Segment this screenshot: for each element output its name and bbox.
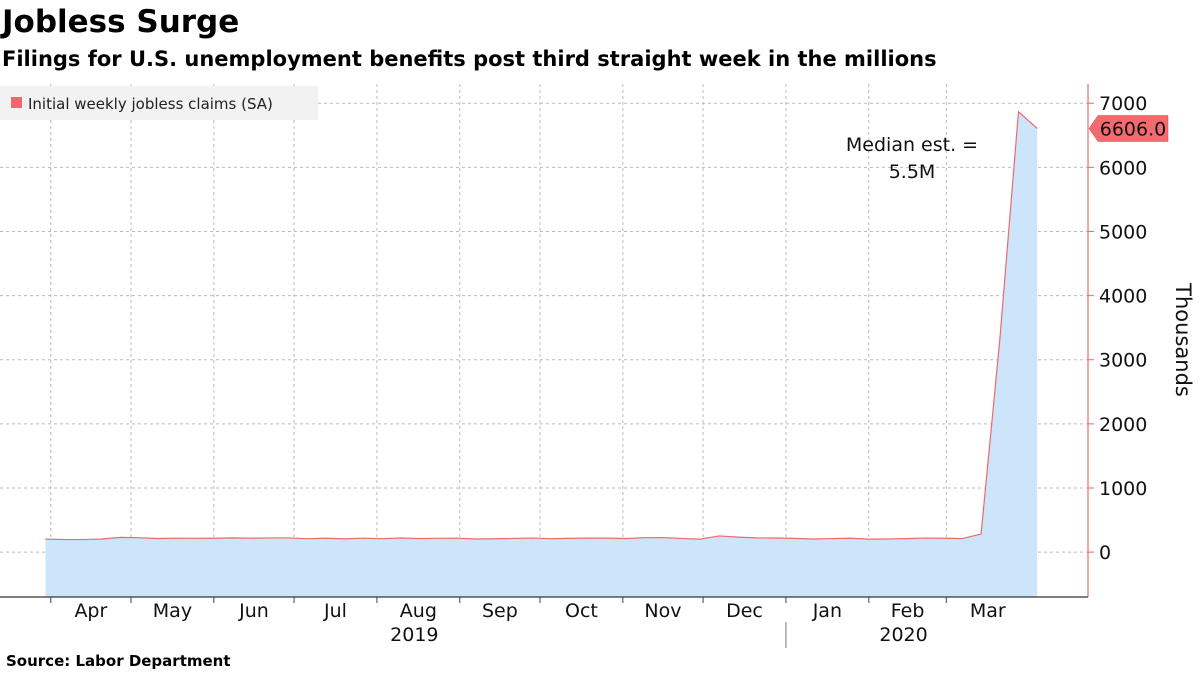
x-tick-label: Oct [565,600,598,622]
annotation-line-1: Median est. = [846,134,978,156]
chart-subtitle: Filings for U.S. unemployment benefits p… [2,47,937,71]
x-tick-label: May [153,600,192,622]
y-tick-label: 5000 [1099,221,1147,243]
x-tick-label: Jun [238,600,269,622]
y-tick-label: 7000 [1099,93,1147,115]
y-tick-label: 1000 [1099,478,1147,500]
chart-title: Jobless Surge [2,4,240,40]
y-tick-label: 0 [1099,542,1111,564]
y-tick-label: 2000 [1099,414,1147,436]
legend: Initial weekly jobless claims (SA) [0,86,318,120]
x-tick-label: Mar [970,600,1006,622]
x-tick-label: Aug [400,600,437,622]
y-tick-label: 6000 [1099,157,1147,179]
x-tick-label: Nov [644,600,681,622]
series-line [45,110,1038,541]
legend-label: Initial weekly jobless claims (SA) [28,95,273,113]
axes: 0 1000 2000 3000 4000 5000 6000 7000 Apr May Jun Ju… [0,84,1195,648]
x-tick-label: Dec [726,600,763,622]
y-axis-title: Thousands [1171,282,1195,397]
grid [0,84,1088,597]
source-note: Source: Labor Department [6,652,231,670]
year-label: 2020 [879,624,927,646]
series-area [45,111,1038,598]
series-area-layer [45,110,1038,598]
x-tick-label: Apr [74,600,107,622]
x-tick-label: Jan [812,600,842,622]
y-tick-label: 4000 [1099,286,1147,308]
x-tick-label: Sep [482,600,518,622]
legend-swatch [11,97,22,108]
year-label: 2019 [390,624,438,646]
legend-background [0,86,318,120]
y-tick-label: 3000 [1099,350,1147,372]
annotation-line-2: 5.5M [889,161,936,183]
x-tick-label: Jul [323,600,347,622]
last-value-label: 6606.0 [1100,119,1166,141]
last-value-badge [1088,115,1169,142]
annotation: 6606.0 Median est. = 5.5M [846,115,1169,183]
x-tick-label: Feb [891,600,925,622]
